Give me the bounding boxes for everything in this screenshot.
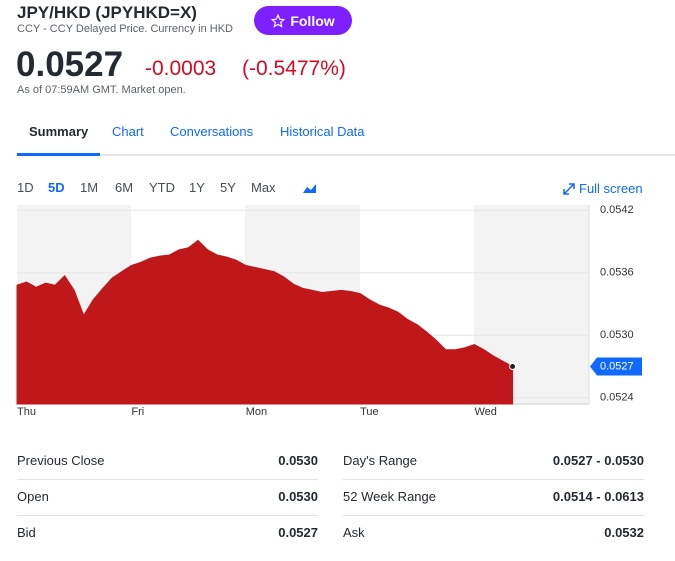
area-icon — [303, 184, 316, 193]
as-of: As of 07:59AM GMT. Market open. — [17, 84, 186, 96]
stat-value: 0.0532 — [604, 525, 644, 540]
range-button[interactable]: 1D — [17, 180, 34, 195]
stat-label: Open — [17, 489, 49, 504]
price: 0.0527 — [16, 45, 124, 84]
stat-label: 52 Week Range — [343, 489, 436, 504]
stat-value: 0.0530 — [278, 489, 318, 504]
stat-value: 0.0527 - 0.0530 — [552, 453, 644, 468]
stat-value: 0.0527 — [278, 525, 318, 540]
tab[interactable]: Summary — [29, 124, 89, 139]
follow-label: Follow — [290, 12, 335, 29]
y-tick-label: 0.0524 — [600, 392, 634, 404]
star-icon — [271, 13, 286, 28]
price-flag — [590, 357, 642, 376]
expand-icon — [563, 182, 575, 195]
chart: 0.0542 0.0536 0.0530 0.0524 Thu Fri Mon Tue Wed 0… — [16, 204, 642, 418]
stat-value: 0.0514 - 0.0613 — [552, 489, 644, 504]
range-button[interactable]: 1M — [80, 180, 99, 195]
stat-label: Day's Range — [343, 453, 418, 468]
range-button[interactable]: 6M — [115, 180, 134, 195]
stat-label: Bid — [17, 525, 36, 540]
tab[interactable]: Conversations — [170, 124, 254, 139]
full-screen-label: Full screen — [579, 181, 643, 196]
row-divider — [343, 479, 644, 480]
range-button[interactable]: 5D — [48, 180, 65, 195]
y-tick-label: 0.0536 — [600, 267, 634, 279]
stat-value: 0.0530 — [278, 453, 318, 468]
subtitle: CCY - CCY Delayed Price. Currency in HKD — [17, 23, 233, 35]
symbol: JPY/HKD (JPYHKD=X) — [17, 3, 197, 22]
row-divider — [17, 479, 318, 480]
range-button[interactable]: 1Y — [189, 180, 205, 195]
y-tick-label: 0.0542 — [600, 204, 634, 216]
stat-label: Previous Close — [17, 453, 105, 468]
row-divider — [17, 515, 318, 516]
range-button[interactable]: Max — [251, 180, 276, 195]
x-tick-label: Wed — [474, 406, 496, 418]
range-button[interactable]: YTD — [149, 180, 175, 195]
chart-type-icon[interactable] — [302, 181, 318, 200]
y-tick-label: 0.0530 — [600, 329, 634, 341]
tab-underline — [17, 153, 100, 156]
price-area — [16, 239, 514, 405]
x-tick-label: Tue — [360, 406, 379, 418]
price-flag-label: 0.0527 — [600, 360, 634, 372]
range-button[interactable]: 5Y — [220, 180, 236, 195]
change-pct: (-0.5477%) — [242, 57, 346, 80]
tab[interactable]: Historical Data — [280, 124, 365, 139]
follow-button[interactable]: Follow — [254, 6, 352, 35]
tab-divider — [17, 154, 675, 156]
last-point — [509, 362, 517, 370]
tab[interactable]: Chart — [112, 124, 144, 139]
change: -0.0003 — [145, 57, 217, 80]
x-tick-label: Mon — [246, 406, 267, 418]
x-tick-label: Fri — [131, 406, 144, 418]
full-screen[interactable]: Full screen — [563, 181, 643, 196]
x-tick-label: Thu — [17, 406, 36, 418]
row-divider — [343, 515, 644, 516]
stat-label: Ask — [343, 525, 365, 540]
